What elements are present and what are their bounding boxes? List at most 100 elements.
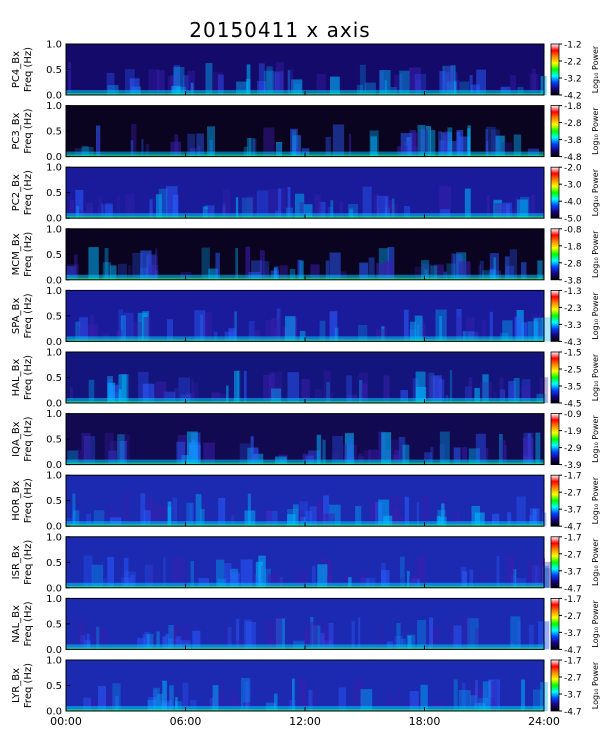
panel-hor-texture <box>390 495 402 527</box>
panel-pc3-texture <box>276 142 283 157</box>
panel-lyr-texture <box>230 691 237 711</box>
panel-iqa-texture <box>344 433 354 465</box>
panel-pc2-texture <box>502 207 510 219</box>
panel-pc2-texture <box>520 196 530 219</box>
panel-isr-texture <box>107 557 114 588</box>
panel-spa-texture <box>194 310 206 342</box>
panel-isr-colorbar <box>550 536 560 589</box>
panel-nal-texture <box>379 622 383 650</box>
panel-nal-colorbar-tick-label: -4.7 <box>564 646 582 656</box>
panel-hal-texture <box>174 388 179 403</box>
panel-isr-texture <box>144 564 153 588</box>
panel-iqa-texture <box>250 436 254 465</box>
panel-pc4-texture <box>393 74 402 95</box>
panel-pc2-texture <box>76 206 80 219</box>
x-tick-label: 12:00 <box>289 715 321 728</box>
panel-hor-texture <box>140 493 146 527</box>
panel-iqa-texture <box>439 444 445 465</box>
panel-isr-texture <box>224 563 232 588</box>
panel-spa-texture <box>381 326 385 342</box>
panel-hal-texture <box>88 379 95 403</box>
panel-nal-colorbar-tick-label: -2.7 <box>564 612 582 622</box>
panel-iqa-texture <box>468 448 480 465</box>
panel-mcm-texture <box>118 263 127 280</box>
panel-pc4-texture <box>236 81 248 95</box>
panel-mcm-texture <box>325 260 330 280</box>
panel-pc2-texture <box>102 204 113 219</box>
panel-spa-texture <box>299 330 306 342</box>
panel-nal-ytick-label: 1.0 <box>46 594 62 605</box>
panel-spa-texture <box>465 317 475 342</box>
panel-pc2-texture <box>125 193 135 219</box>
panel-hor-texture <box>416 502 419 527</box>
panel-iqa-texture <box>439 431 450 465</box>
panel-pc4-texture <box>400 73 403 95</box>
panel-iqa-texture <box>302 453 309 465</box>
panel-iqa-texture <box>368 449 379 465</box>
panel-pc4-texture <box>266 66 273 95</box>
panel-nal-texture <box>517 620 521 650</box>
panel-pc3-texture <box>426 126 431 157</box>
panel-mcm-texture <box>208 268 219 280</box>
panel-isr-texture <box>163 557 166 588</box>
panel-mcm-texture <box>74 254 78 280</box>
panel-hor-texture <box>210 509 214 527</box>
panel-spa-texture <box>319 320 326 342</box>
panel-pc2-texture <box>69 200 75 219</box>
panel-lyr-texture <box>469 679 476 711</box>
panel-pc2-colorbar <box>550 166 560 219</box>
panel-spa-texture <box>116 330 122 342</box>
panel-iqa-texture <box>67 450 79 465</box>
panel-pc3-ylabel-unit: Freq (Hz) <box>23 108 34 153</box>
panel-iqa-colorbar-tick-label: -2.9 <box>564 444 582 454</box>
panel-spa-texture <box>202 312 212 342</box>
panel-spa-texture <box>435 309 447 342</box>
panel-pc4-colorbar-tick-label: -2.2 <box>564 58 582 68</box>
panel-hor-texture <box>195 494 202 527</box>
panel-spa-texture <box>457 316 461 342</box>
panel-pc3-texture <box>197 145 201 157</box>
panel-pc2-texture <box>314 194 321 219</box>
panel-iqa-texture <box>343 444 347 465</box>
panel-isr-texture <box>149 567 155 588</box>
panel-nal-texture <box>275 616 283 650</box>
panel-lyr-texture <box>458 690 471 711</box>
panel-mcm-texture <box>430 265 438 280</box>
panel-hor-colorbar <box>550 474 560 527</box>
panel-iqa-colorbar-tick-label: -0.9 <box>564 410 582 420</box>
panel-mcm-texture <box>493 257 496 280</box>
panel-hor-texture <box>247 493 251 527</box>
panel-pc2-texture <box>516 199 528 219</box>
panel-hal-texture <box>301 379 310 403</box>
panel-nal-texture <box>265 621 274 650</box>
panel-hal-texture <box>432 375 442 403</box>
panel-hor-colorbar-tick-label: -4.7 <box>564 523 582 533</box>
panel-hor-texture <box>507 512 512 527</box>
panel-iqa-texture <box>424 452 432 465</box>
panel-iqa-ytick-label: 1.0 <box>46 409 62 420</box>
panel-pc2-ylabel-unit: Freq (Hz) <box>23 170 34 215</box>
panel-pc4-ylabel-unit: Freq (Hz) <box>23 47 34 92</box>
panel-pc4-colorbar-tick-label: -3.2 <box>564 75 582 85</box>
panel-nal-texture <box>156 631 160 650</box>
panel-isr-texture <box>216 559 225 588</box>
x-tick-label: 24:00 <box>528 715 560 728</box>
panel-pc3-texture <box>513 134 522 157</box>
panel-isr-texture <box>123 557 129 588</box>
panel-isr-texture <box>254 575 260 588</box>
panel-pc3-texture <box>430 130 436 157</box>
panel-nal-texture <box>406 634 416 650</box>
panel-pc4-texture <box>187 70 195 95</box>
panel-spa-texture <box>462 331 475 342</box>
panel-iqa-texture <box>331 452 339 465</box>
panel-pc3-texture <box>397 146 408 157</box>
panel-pc3-texture <box>441 132 452 157</box>
panel-spa-texture <box>285 316 296 342</box>
panel-nal-texture <box>475 628 480 650</box>
panel-spa-texture <box>531 314 542 342</box>
panel-lyr-texture <box>461 682 466 711</box>
panel-pc3-texture <box>248 138 255 157</box>
panel-pc3-texture <box>325 136 331 157</box>
panel-lyr-ylabel-unit: Freq (Hz) <box>23 663 34 708</box>
panel-pc3-texture <box>438 131 442 157</box>
